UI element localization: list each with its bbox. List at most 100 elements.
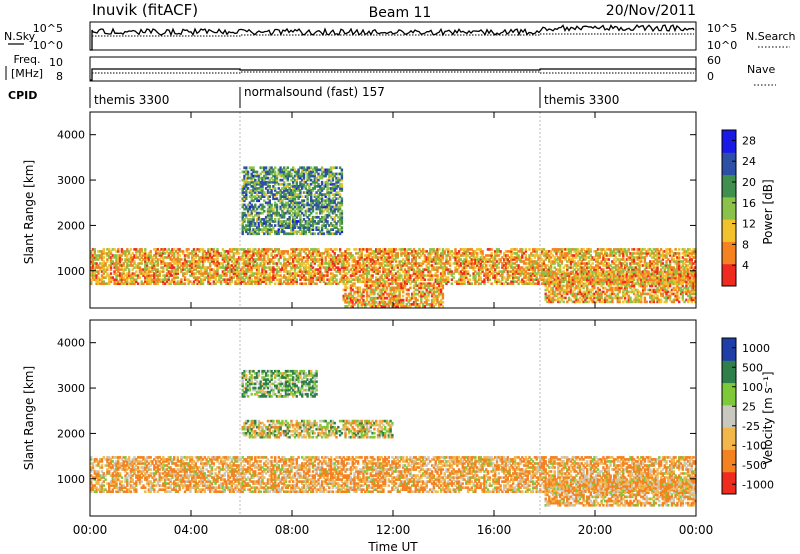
echo-cell xyxy=(133,272,136,275)
echo-cell xyxy=(212,282,215,285)
echo-cell xyxy=(236,274,239,277)
echo-cell xyxy=(95,262,98,265)
echo-cell xyxy=(176,260,179,263)
echo-cell xyxy=(200,258,203,261)
echo-cell xyxy=(237,266,241,269)
echo-cell xyxy=(158,258,161,261)
echo-cell xyxy=(283,268,286,271)
echo-cell xyxy=(216,254,219,257)
echo-cell xyxy=(145,272,149,275)
echo-cell xyxy=(194,266,197,269)
power-echo-cells xyxy=(90,166,697,308)
echo-cell xyxy=(118,280,122,283)
echo-cell xyxy=(254,260,257,263)
echo-cell xyxy=(144,256,147,259)
echo-cell xyxy=(263,258,266,261)
echo-cell xyxy=(264,280,268,283)
echo-cell xyxy=(97,272,100,275)
echo-cell xyxy=(100,256,104,259)
echo-cell xyxy=(185,254,188,257)
echo-cell xyxy=(145,264,149,267)
echo-cell xyxy=(203,276,206,279)
echo-cell xyxy=(127,260,131,263)
echo-cell xyxy=(183,254,187,257)
echo-cell xyxy=(203,270,206,273)
echo-cell xyxy=(268,258,271,261)
echo-cell xyxy=(173,254,176,257)
cpid-segment-3: themis 3300 xyxy=(544,93,619,107)
echo-cell xyxy=(245,262,248,265)
echo-cell xyxy=(216,256,219,259)
echo-cell xyxy=(176,248,179,251)
echo-cell xyxy=(234,264,237,267)
echo-cell xyxy=(257,256,261,259)
nave-tick-top: 60 xyxy=(707,54,721,67)
echo-cell xyxy=(171,252,174,255)
echo-cell xyxy=(122,270,125,273)
echo-cell xyxy=(169,264,172,267)
echo-cell xyxy=(153,282,156,285)
echo-cell xyxy=(223,250,226,253)
echo-cell xyxy=(140,272,143,275)
echo-cell xyxy=(591,262,594,265)
echo-cell xyxy=(207,248,210,251)
echo-cell xyxy=(248,278,252,281)
echo-cell xyxy=(111,254,114,257)
echo-cell xyxy=(135,254,138,257)
echo-cell xyxy=(402,294,405,298)
echo-cell xyxy=(479,276,482,279)
echo-cell xyxy=(234,262,237,265)
echo-cell xyxy=(497,266,500,269)
echo-cell xyxy=(553,270,556,274)
echo-cell xyxy=(223,260,226,263)
echo-cell xyxy=(192,268,196,271)
echo-cell xyxy=(111,262,114,265)
echo-cell xyxy=(149,270,152,273)
echo-cell xyxy=(120,274,124,277)
echo-cell xyxy=(99,266,102,269)
echo-cell xyxy=(255,276,259,279)
echo-cell xyxy=(93,266,96,269)
echo-cell xyxy=(245,254,248,257)
echo-cell xyxy=(201,264,205,267)
echo-cell xyxy=(95,264,98,267)
echo-cell xyxy=(162,262,165,265)
echo-cell xyxy=(189,270,192,273)
echo-cell xyxy=(246,252,250,255)
echo-cell xyxy=(225,274,228,277)
echo-cell xyxy=(209,264,212,267)
echo-cell xyxy=(122,252,125,255)
echo-cell xyxy=(185,278,188,281)
echo-cell xyxy=(216,274,219,277)
echo-cell xyxy=(275,248,279,251)
echo-cell xyxy=(102,248,105,251)
echo-cell xyxy=(266,262,270,265)
echo-cell xyxy=(250,260,253,263)
echo-cell xyxy=(160,260,163,263)
echo-cell xyxy=(272,250,275,253)
echo-cell xyxy=(102,256,105,259)
echo-cell xyxy=(147,276,151,279)
echo-cell xyxy=(243,278,246,281)
echo-cell xyxy=(358,286,362,290)
echo-cell xyxy=(225,254,228,257)
echo-cell xyxy=(109,278,113,281)
echo-cell xyxy=(104,282,107,285)
echo-cell xyxy=(154,248,158,251)
echo-cell xyxy=(272,268,275,271)
echo-cell xyxy=(192,258,196,261)
echo-cell xyxy=(180,262,183,265)
echo-cell xyxy=(205,268,208,271)
echo-cell xyxy=(118,282,122,285)
echo-cell xyxy=(203,250,206,253)
echo-cell xyxy=(221,266,225,269)
echo-cell xyxy=(281,250,284,253)
echo-cell xyxy=(126,276,129,279)
echo-cell xyxy=(632,284,636,288)
echo-cell xyxy=(191,272,194,275)
echo-cell xyxy=(279,282,282,285)
echo-cell xyxy=(261,280,264,283)
echo-cell xyxy=(245,264,248,267)
echo-cell xyxy=(91,256,95,259)
echo-cell xyxy=(106,268,109,271)
